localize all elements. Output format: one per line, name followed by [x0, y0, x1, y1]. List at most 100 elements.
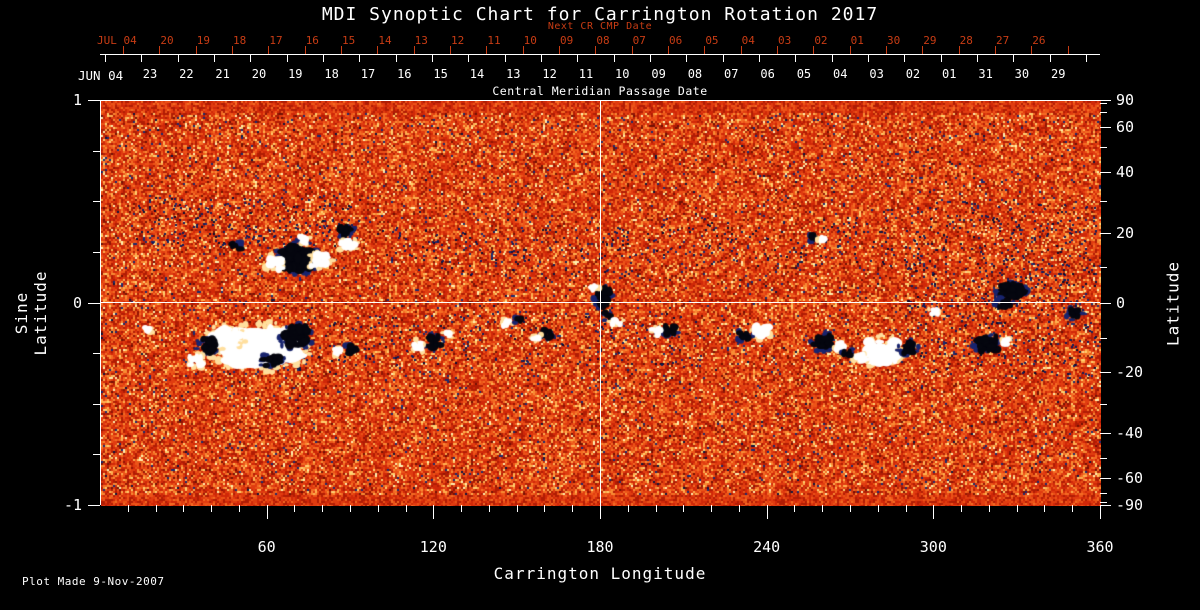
latitude-tick — [1100, 127, 1111, 128]
next-cr-day-tick — [414, 46, 415, 54]
top-red-month-label: JUL 04 — [97, 34, 137, 47]
next-cr-date-label: 28 — [959, 34, 973, 47]
latitude-tick — [1100, 433, 1111, 434]
ylabel-right-latitude: Latitude — [1163, 260, 1183, 347]
longitude-tick-label: 180 — [586, 538, 614, 556]
latitude-tick — [1100, 458, 1107, 459]
cmp-date-label: 11 — [578, 67, 594, 81]
sine-latitude-tick — [93, 201, 100, 202]
longitude-tick — [989, 505, 990, 512]
latitude-tick — [1100, 112, 1107, 113]
latitude-tick — [1100, 505, 1111, 506]
cmp-date-label: 02 — [905, 67, 921, 81]
next-cr-date-label: 16 — [305, 34, 319, 47]
longitude-tick — [267, 505, 268, 519]
cmp-date-label: 04 — [833, 67, 848, 81]
cmp-day-tick — [250, 54, 251, 62]
latitude-tick — [1100, 147, 1107, 148]
equator-grid-line — [100, 302, 1100, 303]
sine-latitude-tick — [93, 454, 100, 455]
longitude-tick — [878, 505, 879, 512]
latitude-tick — [1100, 404, 1107, 405]
latitude-tick-label: 20 — [1116, 224, 1135, 243]
cmp-day-tick — [396, 54, 397, 62]
longitude-tick — [406, 505, 407, 512]
cmp-date-label: 20 — [251, 67, 267, 81]
longitude-tick — [767, 505, 768, 519]
longitude-tick — [933, 505, 934, 519]
next-cr-day-tick — [486, 46, 487, 54]
next-cr-date-label: 11 — [487, 34, 501, 47]
cmp-date-label: 19 — [288, 67, 303, 81]
next-cr-day-tick — [123, 46, 124, 54]
cmp-date-label: 18 — [324, 67, 339, 81]
next-cr-day-tick — [377, 46, 378, 54]
next-cr-day-tick — [1068, 46, 1069, 54]
sine-latitude-tick-label: 0 — [72, 293, 82, 312]
cmp-axis-title: Central Meridian Passage Date — [492, 84, 708, 98]
cmp-date-label: 09 — [651, 67, 666, 81]
cmp-date-label: 06 — [760, 67, 775, 81]
longitude-tick — [350, 505, 351, 512]
cmp-date-label: 29 — [1051, 67, 1066, 81]
cmp-day-tick — [105, 54, 106, 62]
latitude-tick-label: -90 — [1116, 496, 1144, 514]
next-cr-date-label: 02 — [814, 34, 828, 47]
top-white-month-label: JUN 04 — [78, 68, 124, 83]
cmp-day-tick — [904, 54, 905, 62]
next-cr-date-label: 10 — [523, 34, 537, 47]
latitude-tick-label: -40 — [1116, 423, 1144, 442]
longitude-tick — [572, 505, 573, 512]
next-cr-date-label: 01 — [850, 34, 864, 47]
cmp-day-tick — [287, 54, 288, 62]
longitude-tick — [600, 505, 601, 519]
next-cr-day-tick — [559, 46, 560, 54]
cmp-date-label: 22 — [179, 67, 194, 81]
next-cr-day-tick — [159, 46, 160, 54]
cmp-day-tick — [468, 54, 469, 62]
cmp-day-tick — [795, 54, 796, 62]
cmp-day-tick — [359, 54, 360, 62]
longitude-tick — [544, 505, 545, 512]
cmp-day-tick — [759, 54, 760, 62]
cmp-date-label: 12 — [542, 67, 557, 81]
next-cr-date-label: 12 — [451, 34, 465, 47]
next-cr-day-tick — [196, 46, 197, 54]
next-cr-day-tick — [959, 46, 960, 54]
cmp-day-tick — [1086, 54, 1087, 62]
sine-latitude-tick — [93, 404, 100, 405]
next-cr-day-tick — [268, 46, 269, 54]
next-cr-date-label: 30 — [886, 34, 901, 47]
latitude-tick — [1100, 372, 1111, 373]
next-cr-date-label: 18 — [233, 34, 247, 47]
latitude-tick — [1100, 201, 1107, 202]
latitude-tick-label: 0 — [1116, 293, 1126, 312]
next-cr-day-tick — [995, 46, 996, 54]
next-cr-day-tick — [813, 46, 814, 54]
longitude-tick-label: 120 — [419, 538, 447, 556]
sine-latitude-tick-label: -1 — [63, 496, 82, 514]
next-cr-day-tick — [1031, 46, 1032, 54]
xlabel-carrington-longitude: Carrington Longitude — [493, 564, 707, 583]
next-cr-date-label: 20 — [160, 34, 174, 47]
latitude-tick — [1100, 267, 1107, 268]
cmp-axis-line — [100, 54, 1100, 55]
latitude-tick — [1100, 100, 1111, 101]
next-cr-day-tick — [886, 46, 887, 54]
longitude-tick — [850, 505, 851, 512]
longitude-tick — [656, 505, 657, 512]
longitude-tick — [822, 505, 823, 512]
latitude-tick — [1100, 303, 1111, 304]
cmp-date-label: 31 — [978, 67, 993, 81]
longitude-tick — [1017, 505, 1018, 512]
longitude-tick — [128, 505, 129, 512]
latitude-tick — [1100, 502, 1107, 503]
plot-area — [100, 100, 1101, 506]
cmp-date-label: 08 — [687, 67, 703, 81]
cmp-date-label: 01 — [942, 67, 957, 81]
longitude-tick-label: 300 — [919, 538, 947, 556]
sine-latitude-tick — [88, 303, 100, 304]
cmp-date-label: 30 — [1014, 67, 1030, 81]
sine-latitude-tick — [93, 151, 100, 152]
